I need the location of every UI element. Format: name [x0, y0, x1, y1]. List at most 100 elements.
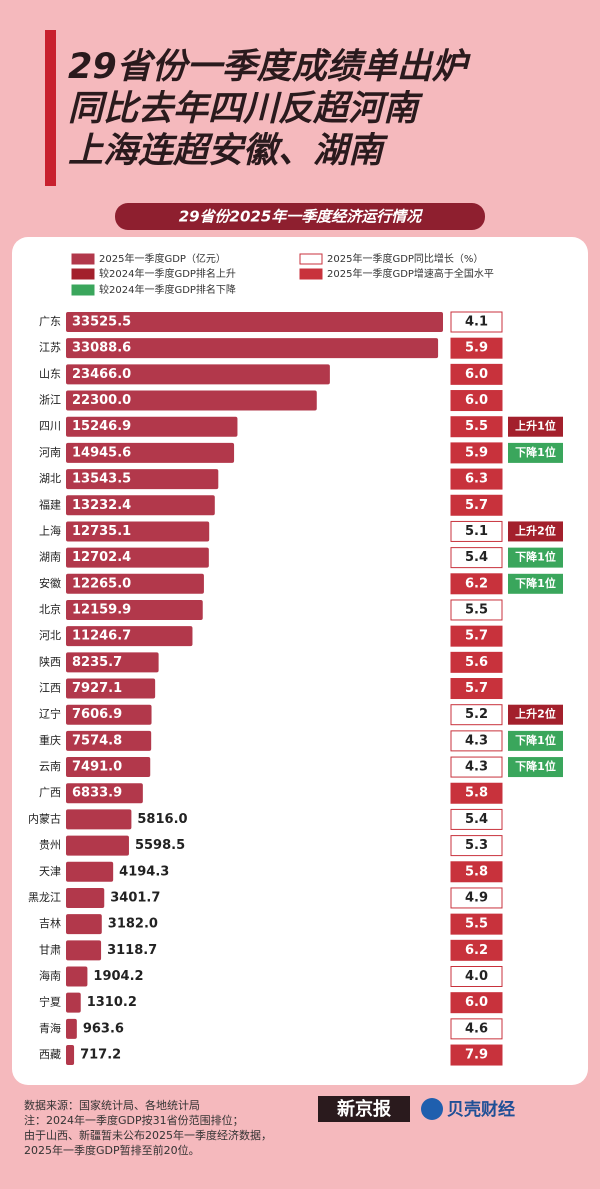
bar	[66, 338, 439, 359]
growth-box	[450, 861, 503, 883]
growth-label: 5.5	[465, 602, 488, 617]
value-label: 5816.0	[137, 812, 187, 827]
value-label: 22300.0	[72, 393, 131, 408]
category-label: 青海	[39, 1021, 61, 1035]
legend-label: 2025年一季度GDP（亿元）	[99, 252, 226, 265]
rank-badge	[508, 521, 563, 542]
growth-box	[450, 311, 503, 333]
rank-label: 上升2位	[515, 523, 556, 537]
rank-badge	[508, 442, 563, 463]
value-label: 1310.2	[87, 995, 137, 1010]
legend-swatch	[71, 253, 95, 265]
footer-line: 数据来源：国家统计局、各地统计局	[24, 1098, 200, 1112]
growth-label: 5.9	[465, 341, 488, 356]
growth-box	[450, 625, 503, 647]
category-label: 河北	[39, 629, 61, 642]
legend-label: 较2024年一季度GDP排名下降	[99, 283, 236, 296]
bar	[66, 730, 152, 751]
bar	[66, 835, 129, 856]
category-label: 陕西	[39, 654, 61, 668]
growth-label: 5.5	[465, 917, 488, 932]
bar	[66, 992, 81, 1013]
category-label: 广西	[39, 786, 61, 799]
category-label: 福建	[39, 497, 61, 511]
chart: 2025年一季度GDP（亿元） 2025年一季度GDP同比增长（%） 较2024年一…	[28, 252, 563, 1066]
growth-label: 4.6	[465, 1021, 488, 1036]
subtitle-ribbon	[115, 203, 485, 230]
rank-label: 上升2位	[515, 707, 556, 721]
bar	[66, 678, 156, 699]
value-label: 8235.7	[72, 655, 122, 670]
rank-label: 下降1位	[515, 550, 556, 564]
title-line: 同比去年四川反超河南	[68, 89, 424, 129]
growth-label: 5.9	[465, 445, 488, 460]
category-label: 吉林	[39, 916, 61, 930]
value-label: 12265.0	[72, 576, 131, 591]
growth-label: 4.3	[465, 733, 488, 748]
bar	[66, 442, 235, 463]
value-label: 7606.9	[72, 707, 122, 722]
category-label: 四川	[39, 420, 61, 433]
bar	[66, 521, 210, 542]
category-label: 重庆	[39, 733, 61, 747]
growth-label: 5.4	[465, 812, 488, 827]
growth-box	[450, 1044, 503, 1066]
legend-label: 2025年一季度GDP同比增长（%）	[327, 252, 483, 265]
bar	[66, 599, 203, 620]
growth-box	[450, 599, 503, 621]
category-label: 浙江	[39, 394, 61, 407]
growth-label: 5.8	[465, 864, 488, 879]
rank-label: 下降1位	[515, 445, 556, 459]
category-label: 黑龙江	[28, 891, 61, 904]
value-label: 4194.3	[119, 864, 169, 879]
bar	[66, 547, 209, 568]
growth-label: 5.3	[465, 838, 488, 853]
rank-label: 下降1位	[515, 759, 556, 773]
category-label: 天津	[39, 865, 61, 878]
category-label: 云南	[39, 760, 61, 773]
category-label: 上海	[39, 523, 61, 537]
category-label: 辽宁	[39, 707, 61, 721]
value-label: 963.6	[83, 1021, 124, 1036]
growth-box	[450, 992, 503, 1014]
value-label: 3182.0	[108, 917, 158, 932]
bar	[66, 914, 102, 935]
value-label: 11246.7	[72, 629, 131, 644]
growth-box	[450, 390, 503, 412]
growth-label: 4.3	[465, 760, 488, 775]
legend-swatch	[299, 253, 323, 265]
growth-label: 4.9	[465, 890, 488, 905]
growth-box	[450, 782, 503, 804]
value-label: 13232.4	[72, 498, 131, 513]
bar	[66, 652, 159, 673]
growth-box	[450, 494, 503, 516]
bar	[66, 312, 443, 332]
growth-label: 5.7	[465, 681, 488, 696]
rank-label: 上升1位	[515, 419, 556, 433]
legend-swatch	[71, 268, 95, 280]
value-label: 6833.9	[72, 786, 122, 801]
bar	[66, 966, 88, 987]
category-label: 宁夏	[39, 995, 61, 1009]
rank-badge	[508, 573, 563, 594]
growth-box	[450, 756, 503, 778]
logo-icon	[421, 1098, 443, 1120]
category-label: 广东	[39, 315, 61, 328]
value-label: 33525.5	[72, 315, 131, 330]
growth-label: 5.5	[465, 419, 488, 434]
growth-label: 4.0	[465, 969, 488, 984]
growth-label: 6.0	[465, 995, 488, 1010]
legend-swatch	[71, 284, 95, 296]
bar	[66, 704, 152, 725]
footer-line: 2025年一季度GDP暂排至前20位。	[24, 1143, 200, 1157]
category-label: 江苏	[39, 341, 61, 354]
growth-label: 6.0	[465, 393, 488, 408]
title-bar	[45, 30, 56, 186]
bar	[66, 757, 151, 778]
growth-box	[450, 442, 503, 464]
bar	[66, 416, 238, 437]
category-label: 北京	[39, 602, 61, 616]
growth-label: 6.2	[465, 576, 488, 591]
growth-box	[450, 468, 503, 490]
growth-label: 6.3	[465, 472, 488, 487]
